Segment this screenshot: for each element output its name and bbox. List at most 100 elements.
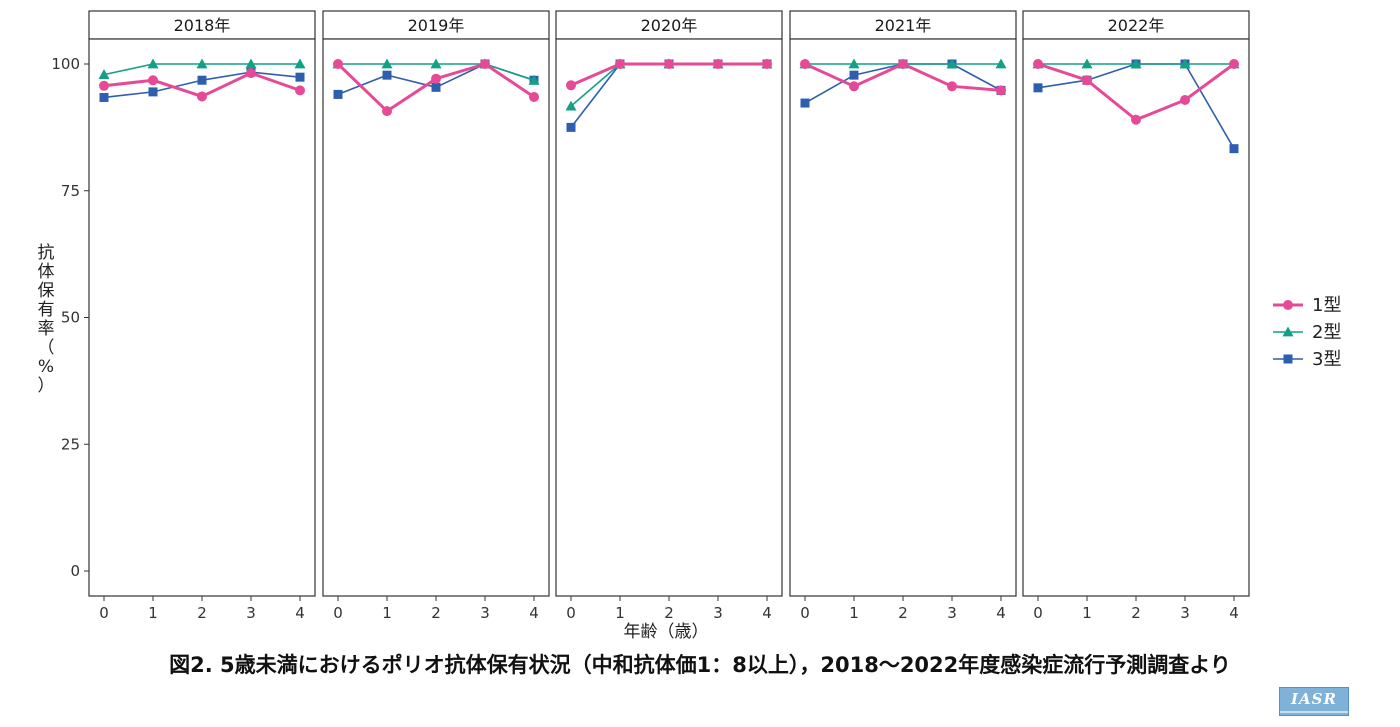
data-point [99, 92, 109, 102]
legend-item-2型: 2型 [1273, 322, 1341, 343]
data-point [382, 70, 392, 80]
series-1型 [1033, 59, 1239, 125]
data-point [996, 85, 1006, 96]
data-point [762, 59, 772, 69]
data-point [1131, 114, 1141, 125]
data-point [295, 72, 305, 82]
series-1型 [566, 59, 772, 91]
y-axis-title-char: % [38, 357, 54, 377]
x-tick-label: 3 [947, 604, 957, 622]
data-point [1130, 58, 1142, 69]
series-1型 [333, 59, 539, 117]
data-point [382, 106, 392, 117]
x-tick-label: 2 [197, 604, 207, 622]
panel-strip [789, 10, 1017, 40]
x-tick-label: 1 [148, 604, 158, 622]
x-tick-label: 2 [898, 604, 908, 622]
panels-layer: 2018年 0 1 2 3 4 2019年 0 1 2 3 4 2020年 0 1 2 3 4 2021年 0 1 2 3 4… [88, 10, 1250, 622]
data-point [800, 59, 810, 69]
data-point [664, 59, 674, 69]
x-tick-label: 2 [664, 604, 674, 622]
x-tick-label: 3 [1180, 604, 1190, 622]
data-point [333, 59, 343, 69]
data-point [246, 68, 256, 79]
data-point [480, 59, 490, 69]
x-tick-label: 2 [1131, 604, 1141, 622]
data-point [800, 98, 810, 108]
data-point [713, 59, 723, 69]
panel-strip [88, 10, 316, 40]
data-point [147, 58, 159, 69]
y-tick-label: 50 [61, 309, 80, 327]
legend-swatch-marker [1282, 326, 1294, 337]
panel-title: 2021年 [875, 16, 932, 35]
y-axis-title-char: 率 [38, 319, 55, 339]
panel-frame [1022, 38, 1250, 597]
x-tick-label: 4 [1229, 604, 1239, 622]
legend: 1型 2型 3型 [1273, 295, 1341, 370]
legend-label: 3型 [1312, 349, 1341, 370]
x-tick-label: 0 [800, 604, 810, 622]
data-point [381, 58, 393, 69]
panel-2020年: 2020年 0 1 2 3 4 [555, 10, 783, 622]
panel-frame [555, 38, 783, 597]
iasr-logo-rule [1280, 711, 1348, 713]
x-tick-label: 1 [615, 604, 625, 622]
x-tick-label: 0 [566, 604, 576, 622]
data-point [294, 58, 306, 69]
panel-title: 2019年 [408, 16, 465, 35]
panel-frame [88, 38, 316, 597]
data-point [1081, 58, 1093, 69]
data-point [245, 58, 257, 69]
legend-label: 1型 [1312, 295, 1341, 316]
data-point [849, 70, 859, 80]
x-tick-label: 4 [996, 604, 1006, 622]
data-point [1229, 59, 1239, 69]
series-1型 [800, 59, 1006, 96]
x-tick-label: 3 [480, 604, 490, 622]
x-axis-title: 年齢（歳） [624, 622, 709, 642]
x-tick-label: 3 [713, 604, 723, 622]
data-point [431, 73, 441, 84]
data-point [1229, 144, 1239, 154]
data-point [196, 58, 208, 69]
iasr-logo-text: IASR [1291, 690, 1337, 708]
data-point [99, 80, 109, 91]
x-tick-label: 3 [246, 604, 256, 622]
legend-label: 2型 [1312, 322, 1341, 343]
data-point [1179, 58, 1191, 69]
data-point [947, 81, 957, 92]
legend-item-1型: 1型 [1273, 295, 1341, 316]
x-tick-label: 4 [529, 604, 539, 622]
panel-frame [322, 38, 550, 597]
panel-title: 2020年 [641, 16, 698, 35]
data-point [197, 75, 207, 85]
data-point [1082, 75, 1092, 86]
series-2型 [98, 58, 306, 80]
data-point [848, 58, 860, 69]
panel-2021年: 2021年 0 1 2 3 4 [789, 10, 1017, 622]
panel-strip [555, 10, 783, 40]
data-point [148, 75, 158, 86]
data-point [1033, 83, 1043, 93]
panel-2019年: 2019年 0 1 2 3 4 [322, 10, 550, 622]
legend-swatch-marker [1283, 354, 1293, 364]
x-tick-label: 4 [295, 604, 305, 622]
panel-title: 2018年 [174, 16, 231, 35]
y-tick-label: 25 [61, 435, 80, 453]
data-point [1033, 59, 1043, 69]
data-point [430, 58, 442, 69]
panel-title: 2022年 [1108, 16, 1165, 35]
x-tick-label: 1 [1082, 604, 1092, 622]
data-point [566, 122, 576, 132]
y-tick-label: 75 [61, 182, 80, 200]
y-axis-title-char: 体 [38, 262, 55, 282]
y-axis-title-char: （ [38, 338, 55, 358]
data-point [995, 58, 1007, 69]
figure-caption: 図2. 5歳未満におけるポリオ抗体保有状況（中和抗体価1：8以上），2018～2… [169, 653, 1231, 677]
y-axis-title-char: 抗 [38, 243, 55, 263]
series-1型 [99, 68, 305, 102]
x-tick-label: 2 [431, 604, 441, 622]
